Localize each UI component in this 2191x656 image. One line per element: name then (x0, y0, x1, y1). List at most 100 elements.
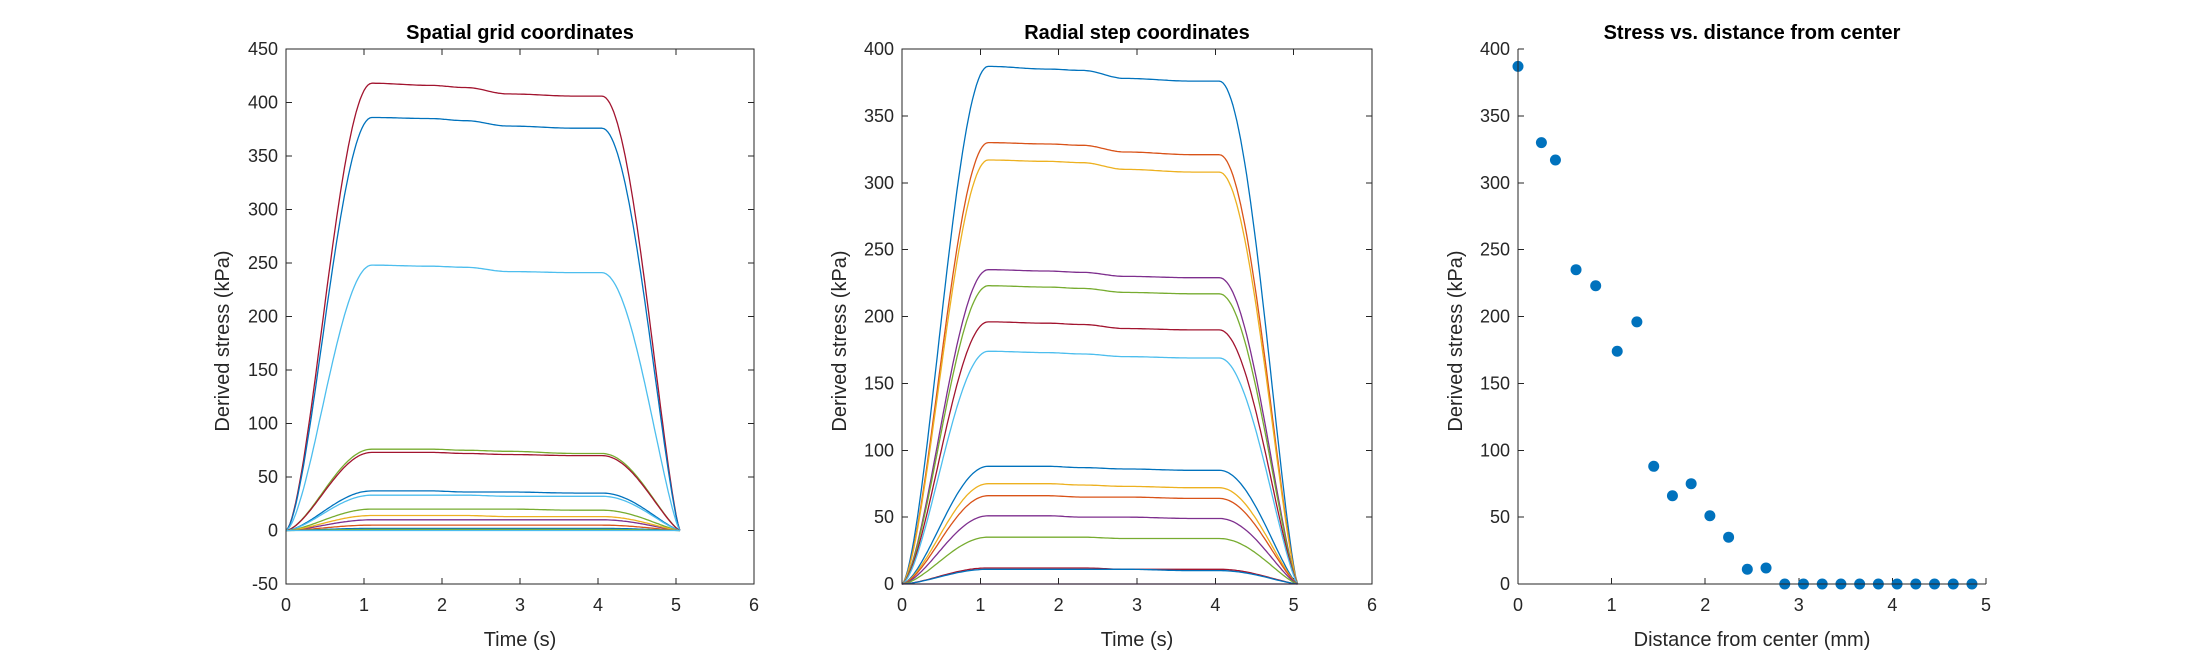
scatter-point (1549, 154, 1561, 166)
x-tick-label: 5 (1981, 595, 1991, 615)
x-tick-label: 2 (437, 595, 447, 615)
x-tick-label: 1 (975, 595, 985, 615)
y-tick-label: 400 (248, 93, 278, 113)
scatter-point (1666, 490, 1678, 502)
axes-box (901, 48, 1373, 585)
series-line (286, 527, 680, 532)
y-tick-label: -50 (252, 574, 278, 594)
x-tick-label: 1 (359, 595, 369, 615)
distance-scatter-panel: Stress vs. distance from center Distance… (1445, 22, 1991, 651)
y-tick-label: 0 (268, 521, 278, 541)
distance-scatter-ylabel: Derived stress (kPa) (1445, 250, 1467, 431)
scatter-point (1535, 137, 1547, 149)
series-line (285, 448, 681, 532)
y-tick-label: 150 (248, 360, 278, 380)
series-line (901, 159, 1299, 585)
spatial-grid-ylabel: Derived stress (kPa) (212, 250, 234, 431)
distance-scatter-title: Stress vs. distance from center (1604, 22, 1901, 44)
x-tick-label: 2 (1054, 595, 1064, 615)
x-tick-label: 4 (593, 595, 603, 615)
scatter-point (1611, 345, 1623, 357)
x-tick-label: 4 (1210, 595, 1220, 615)
series-line (901, 141, 1299, 585)
y-tick-label: 200 (864, 307, 894, 327)
spatial-grid-axes-frame (285, 48, 755, 585)
series-line (901, 567, 1298, 585)
scatter-point (1631, 316, 1643, 328)
y-tick-label: 50 (874, 507, 894, 527)
y-tick-label: 50 (1490, 507, 1510, 527)
x-tick-label: 3 (1132, 595, 1142, 615)
x-tick-label: 5 (671, 595, 681, 615)
x-tick-label: 4 (1887, 595, 1897, 615)
spatial-grid-plot-area (285, 82, 681, 532)
radial-step-title: Radial step coordinates (1024, 22, 1250, 44)
scatter-point (1723, 531, 1735, 543)
y-tick-label: 250 (1480, 240, 1510, 260)
series-line (901, 495, 1298, 585)
x-tick-label: 2 (1700, 595, 1710, 615)
x-tick-label: 3 (1794, 595, 1804, 615)
y-tick-label: 250 (248, 253, 278, 273)
y-tick-label: 300 (864, 173, 894, 193)
scatter-point (1704, 510, 1716, 522)
x-tick-label: 0 (897, 595, 907, 615)
y-tick-label: 150 (1480, 373, 1510, 393)
x-tick-label: 1 (1607, 595, 1617, 615)
y-tick-label: 0 (1500, 574, 1510, 594)
x-tick-label: 0 (1513, 595, 1523, 615)
scatter-point (1590, 280, 1602, 292)
y-tick-label: 300 (248, 200, 278, 220)
x-tick-label: 0 (281, 595, 291, 615)
y-tick-label: 400 (1480, 39, 1510, 59)
series-line (901, 321, 1299, 585)
scatter-point (1570, 264, 1582, 276)
radial-step-axes-frame (901, 48, 1373, 585)
y-tick-label: 400 (864, 39, 894, 59)
distance-scatter-plot-area (1512, 60, 1978, 590)
series-line (901, 269, 1299, 585)
y-tick-label: 100 (248, 414, 278, 434)
distance-scatter-xlabel: Distance from center (mm) (1634, 629, 1871, 651)
series-line (285, 490, 681, 532)
series-line (285, 519, 680, 532)
y-tick-label: 50 (258, 467, 278, 487)
series-line (286, 524, 680, 532)
series-line (901, 568, 1298, 585)
x-tick-label: 3 (515, 595, 525, 615)
y-tick-label: 200 (1480, 307, 1510, 327)
y-tick-label: 450 (248, 39, 278, 59)
spatial-grid-xlabel: Time (s) (484, 629, 557, 651)
y-tick-label: 350 (248, 146, 278, 166)
distance-scatter-axes-frame (1517, 49, 1986, 585)
y-tick-label: 300 (1480, 173, 1510, 193)
series-line (901, 465, 1299, 585)
radial-step-panel: Radial step coordinates Time (s) Derived… (829, 22, 1377, 651)
radial-step-ticks: 0 1 2 3 4 5 6 0 50 100 150 200 250 300 350 400 (864, 39, 1377, 615)
series-line (285, 494, 681, 532)
radial-step-xlabel: Time (s) (1101, 629, 1174, 651)
scatter-point (1760, 562, 1772, 574)
series-line (901, 350, 1299, 585)
scatter-point (1741, 563, 1753, 575)
axes-box (285, 48, 755, 585)
y-tick-label: 350 (1480, 106, 1510, 126)
series-line (901, 536, 1298, 585)
y-tick-label: 200 (248, 307, 278, 327)
x-tick-label: 6 (749, 595, 759, 615)
series-line (285, 451, 681, 532)
series-line (901, 515, 1298, 585)
series-line (285, 116, 681, 531)
y-tick-label: 100 (1480, 440, 1510, 460)
series-line (285, 508, 681, 532)
y-tick-label: 150 (864, 373, 894, 393)
series-line (901, 483, 1298, 585)
series-line (901, 285, 1299, 585)
series-line (285, 514, 680, 532)
radial-step-ylabel: Derived stress (kPa) (829, 250, 851, 431)
scatter-point (1685, 478, 1697, 490)
x-tick-label: 6 (1367, 595, 1377, 615)
series-line (286, 528, 680, 532)
